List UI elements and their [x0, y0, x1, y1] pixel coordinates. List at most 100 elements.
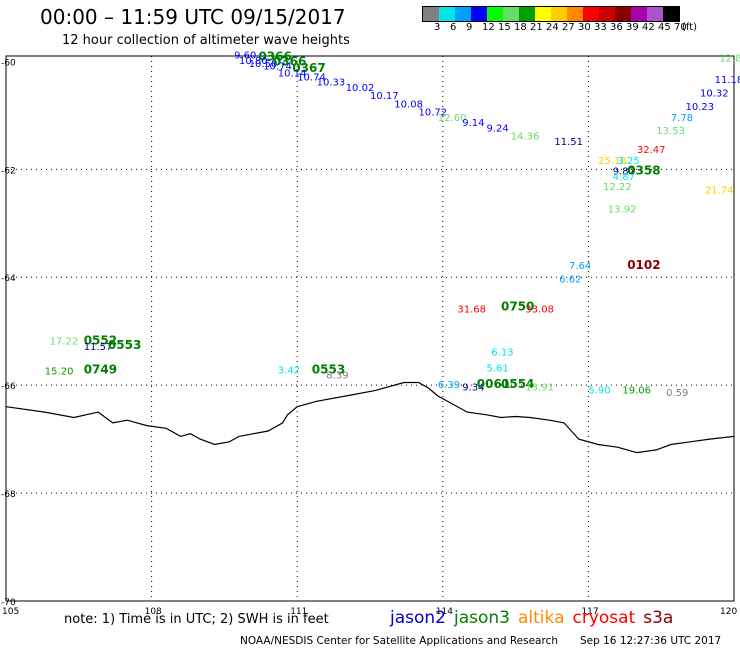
- scale-label: 21: [530, 22, 543, 33]
- lon-tick-label: 120: [720, 607, 737, 617]
- wave-height-label: 21.74: [705, 186, 734, 197]
- scale-label: 3: [434, 22, 441, 33]
- wave-height-label: 0.59: [666, 388, 688, 399]
- pass-time-label: 0553: [312, 362, 345, 376]
- scale-swatch: [503, 7, 519, 21]
- scale-unit: (ft): [682, 22, 698, 33]
- wave-height-label: 3.25: [618, 156, 640, 167]
- scale-swatch: [551, 7, 567, 21]
- wave-height-label: 25.18: [598, 156, 627, 167]
- pass-time-label: 0061: [477, 377, 510, 391]
- pass-time-label: 0552: [84, 334, 117, 348]
- wave-height-label: 11.18: [715, 75, 740, 86]
- pass-time-label: 0749: [84, 362, 117, 376]
- pass-time-label: 0553: [108, 338, 141, 352]
- scale-swatch: [439, 7, 455, 21]
- wave-height-label: 12.60: [438, 113, 467, 124]
- wave-height-label: 19.06: [622, 385, 651, 396]
- satellite-cryosat: cryosat: [572, 608, 636, 628]
- color-scale-bar: [422, 6, 680, 22]
- wave-height-label: 9.14: [462, 118, 484, 129]
- lon-tick-label: 111: [290, 607, 307, 617]
- scale-label: 9: [466, 22, 473, 33]
- wave-height-label: 11.57: [84, 342, 113, 353]
- wave-height-label: 10.14: [278, 69, 307, 80]
- map-subtitle: 12 hour collection of altimeter wave hei…: [62, 33, 350, 48]
- pass-time-label: 0102: [627, 258, 660, 272]
- note-text: note: 1) Time is in UTC; 2) SWH is in fe…: [64, 612, 329, 627]
- scale-swatch: [471, 7, 487, 21]
- wave-height-label: 13.53: [656, 126, 685, 137]
- scale-swatch: [647, 7, 663, 21]
- wave-height-label: 9.87: [613, 167, 635, 178]
- scale-label: 6: [450, 22, 457, 33]
- wave-height-label: 6.39: [438, 380, 460, 391]
- lon-tick-label: 117: [581, 607, 598, 617]
- wave-height-label: 10.02: [346, 83, 375, 94]
- wave-height-label: 7.64: [569, 261, 591, 272]
- footer-credit: NOAA/NESDIS Center for Satellite Applica…: [240, 635, 558, 647]
- axis-ticks: 105 108 111 114 117 120 -60 -62 -64 -66 -68 -70: [1, 58, 737, 617]
- wave-height-label: 10.74: [297, 72, 326, 83]
- satellite-altika: altika: [518, 608, 565, 628]
- lat-tick-label: -60: [1, 58, 16, 68]
- wave-height-label: 7.78: [671, 113, 693, 124]
- scale-swatch: [519, 7, 535, 21]
- wave-height-label: 31.68: [457, 304, 486, 315]
- wave-height-label: 10.80: [239, 56, 268, 67]
- wave-height-label: 14.36: [511, 132, 540, 143]
- satellite-jason2: jason2: [390, 608, 446, 628]
- wave-height-label: 32.47: [637, 145, 666, 156]
- scale-label: 30: [578, 22, 591, 33]
- scale-swatch: [423, 7, 439, 21]
- satellite-jason3: jason3: [454, 608, 510, 628]
- scale-swatch: [535, 7, 551, 21]
- wave-height-label: 3.42: [278, 365, 300, 376]
- wave-height-label: 10.23: [686, 102, 715, 113]
- map-title: 00:00 – 11:59 UTC 09/15/2017: [40, 5, 346, 29]
- scale-swatch: [599, 7, 615, 21]
- scale-swatch: [487, 7, 503, 21]
- scale-label: 36: [610, 22, 623, 33]
- lat-tick-label: -66: [1, 382, 16, 392]
- scale-label: 42: [642, 22, 655, 33]
- wave-height-label: 13.92: [608, 205, 637, 216]
- wave-height-label: 17.22: [50, 337, 79, 348]
- scale-swatch: [455, 7, 471, 21]
- pass-time-label: 0366: [273, 55, 306, 69]
- scale-label: 18: [514, 22, 527, 33]
- pass-time-label: 0750: [501, 300, 534, 314]
- wave-height-label: 6.13: [491, 348, 513, 359]
- satellite-legend: jason2 jason3 altika cryosat s3a: [390, 608, 681, 628]
- map-frame: [5, 55, 735, 602]
- wave-height-label: 5.61: [487, 364, 509, 375]
- scale-label: 45: [658, 22, 671, 33]
- satellite-s3a: s3a: [643, 608, 674, 628]
- scale-label: 27: [562, 22, 575, 33]
- lon-tick-label: 114: [436, 607, 453, 617]
- pass-time-label: 0366: [258, 49, 291, 63]
- scale-label: 39: [626, 22, 639, 33]
- wave-height-label: 10.33: [317, 78, 346, 89]
- scale-swatch: [663, 7, 679, 21]
- scale-label: 12: [482, 22, 495, 33]
- scale-label: 24: [546, 22, 559, 33]
- lat-tick-label: -70: [1, 598, 16, 608]
- wave-height-label: 12.22: [603, 182, 632, 193]
- lat-tick-label: -68: [1, 490, 16, 500]
- wave-height-label: 10.50: [249, 59, 278, 70]
- graticule: [6, 56, 734, 602]
- wave-height-label: 6.62: [559, 275, 581, 286]
- lat-tick-label: -64: [1, 274, 16, 284]
- footer-timestamp: Sep 16 12:27:36 UTC 2017: [580, 635, 722, 647]
- wave-height-label: 9.34: [462, 383, 484, 394]
- scale-swatch: [631, 7, 647, 21]
- coastline: [5, 381, 735, 454]
- lon-tick-label: 108: [145, 607, 162, 617]
- scale-swatch: [615, 7, 631, 21]
- pass-time-label: 0367: [292, 61, 325, 75]
- scale-label: 33: [594, 22, 607, 33]
- scale-swatch: [583, 7, 599, 21]
- wave-height-label: 10.08: [394, 99, 423, 110]
